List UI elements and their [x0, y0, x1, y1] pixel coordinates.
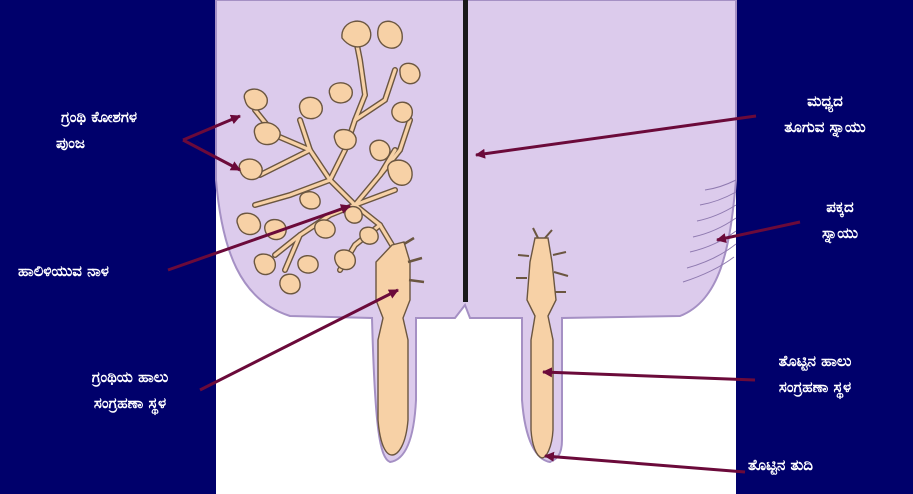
label-median-ligament: ಮಧ್ಯದ ತೂಗುವ ಸ್ನಾಯು	[750, 88, 900, 140]
gland-tissue-right	[516, 227, 569, 459]
label-lateral-ligament: ಪಕ್ಕದ ಸ್ನಾಯು	[800, 194, 880, 246]
label-lateral-ligament-line1: ಪಕ್ಕದ	[826, 198, 854, 216]
right-cistern-ducts	[516, 227, 569, 293]
arrow-median-ligament	[475, 114, 757, 159]
lateral-ligament-striations	[682, 179, 737, 283]
arrow-alveoli-1	[182, 114, 241, 142]
label-teat-tip: ತೊಟ್ಟಿನ ತುದಿ	[748, 452, 878, 478]
arrow-gland-cistern	[199, 288, 399, 392]
arrow-milk-duct	[167, 204, 351, 272]
left-cistern-ducts	[403, 236, 425, 284]
arrow-alveoli-2	[182, 138, 241, 172]
gland-tissue-left	[236, 20, 425, 456]
label-median-ligament-line1: ಮಧ್ಯದ	[807, 92, 843, 110]
label-lateral-ligament-line2: ಸ್ನಾಯು	[821, 224, 859, 242]
arrow-lateral-ligament	[716, 220, 801, 243]
right-teat-cistern	[526, 237, 557, 459]
label-teat-cistern-line2: ಸಂಗ್ರಹಣಾ ಸ್ಥಳ	[778, 378, 852, 396]
arrow-teat-tip	[544, 451, 746, 474]
label-median-ligament-line2: ತೂಗುವ ಸ್ನಾಯು	[784, 118, 866, 136]
label-gland-cistern-line1: ಗ್ರಂಥಿಯ ಹಾಲು	[91, 368, 169, 386]
label-teat-cistern-line1: ತೊಟ್ಟಿನ ಹಾಲು	[778, 352, 852, 370]
label-milk-duct-line1: ಹಾಲಿಳಿಯುವ ನಾಳ	[18, 262, 109, 280]
label-milk-duct: ಹಾಲಿಳಿಯುವ ನಾಳ	[18, 258, 168, 284]
udder-body	[215, 0, 737, 464]
label-gland-cistern: ಗ್ರಂಥಿಯ ಹಾಲು ಸಂಗ್ರಹಣಾ ಸ್ಥಳ	[55, 364, 205, 416]
label-alveoli-cluster: ಗ್ರಂಥಿ ಕೋಶಗಳ ಪುಂಜ	[24, 104, 174, 156]
alveoli	[236, 20, 421, 295]
arrow-teat-cistern	[542, 367, 756, 382]
median-septum	[463, 0, 468, 302]
label-alveoli-line1: ಗ್ರಂಥಿ ಕೋಶಗಳ	[60, 108, 138, 126]
label-arrows	[167, 114, 801, 474]
label-teat-tip-line1: ತೊಟ್ಟಿನ ತುದಿ	[748, 456, 813, 474]
label-gland-cistern-line2: ಸಂಗ್ರಹಣಾ ಸ್ಥಳ	[93, 394, 167, 412]
left-gland-cistern	[375, 241, 411, 456]
label-alveoli-line2: ಪುಂಜ	[56, 134, 85, 152]
label-teat-cistern: ತೊಟ್ಟಿನ ಹಾಲು ಸಂಗ್ರಹಣಾ ಸ್ಥಳ	[740, 348, 890, 400]
